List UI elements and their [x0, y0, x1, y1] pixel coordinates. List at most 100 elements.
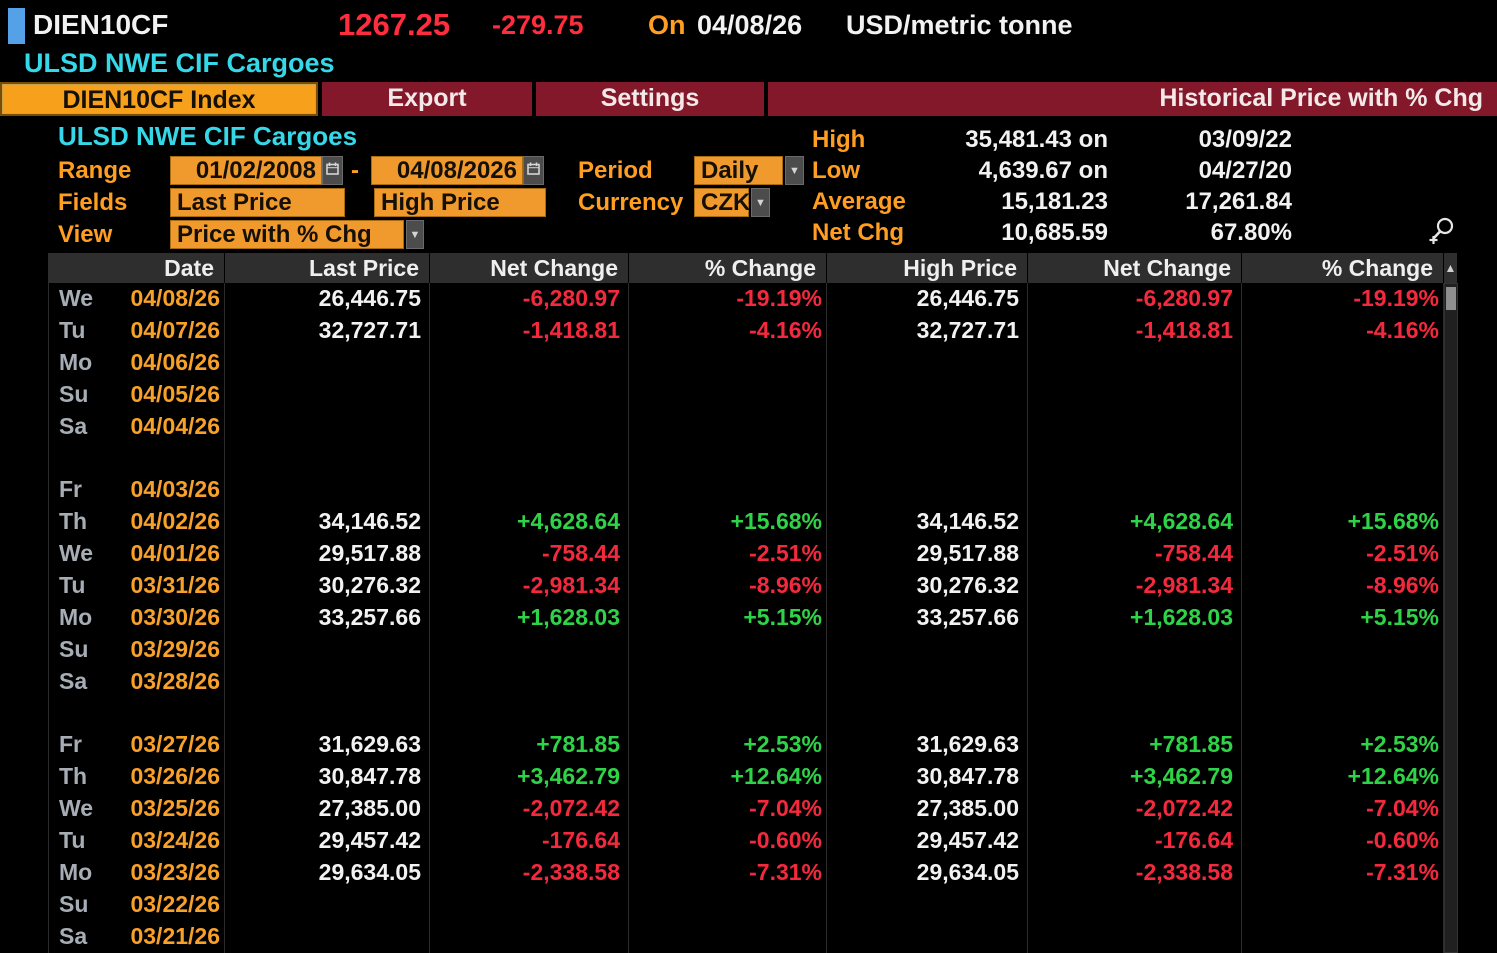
- pct-change-cell: [629, 346, 827, 379]
- last-price-cell: [225, 697, 430, 730]
- period-select[interactable]: Daily: [694, 156, 783, 185]
- pct-change-cell: [629, 888, 827, 921]
- date-cell: Su 03/22/26: [48, 888, 225, 921]
- tab-index[interactable]: DIEN10CF Index: [0, 82, 318, 116]
- vertical-scrollbar[interactable]: [1444, 283, 1458, 953]
- net-change-cell: [430, 378, 629, 411]
- table-row[interactable]: [48, 697, 1444, 730]
- table-row[interactable]: [48, 442, 1444, 475]
- high-pct-change-cell: +12.64%: [1242, 761, 1444, 794]
- chevron-down-icon: ▼: [755, 196, 766, 209]
- date-cell: Fr 04/03/26: [48, 474, 225, 507]
- table-row[interactable]: Sa 03/21/26: [48, 920, 1444, 953]
- pct-change-cell: +12.64%: [629, 761, 827, 794]
- tab-settings[interactable]: Settings: [536, 82, 764, 116]
- period-dropdown-button[interactable]: ▼: [785, 156, 804, 185]
- stat-value: 15,181.23: [1001, 188, 1108, 215]
- pct-change-cell: [629, 920, 827, 953]
- last-price-cell: 26,446.75: [225, 283, 430, 315]
- high-net-change-cell: [1028, 474, 1242, 507]
- range-start-input[interactable]: 01/02/2008: [170, 156, 322, 185]
- high-net-change-cell: +4,628.64: [1028, 506, 1242, 539]
- table-row[interactable]: Mo 03/30/26 33,257.66 +1,628.03 +5.15% 33…: [48, 601, 1444, 634]
- table-row[interactable]: Su 03/22/26: [48, 888, 1444, 921]
- tab-export[interactable]: Export: [322, 82, 532, 116]
- range-start-calendar-button[interactable]: [322, 156, 343, 185]
- column-header[interactable]: Last Price: [225, 253, 430, 283]
- column-header[interactable]: Date: [48, 253, 225, 283]
- sort-ascending-icon[interactable]: ▲: [1444, 253, 1458, 283]
- table-row[interactable]: Tu 03/31/26 30,276.32 -2,981.34 -8.96% 30…: [48, 570, 1444, 602]
- date-cell: Su 04/05/26: [48, 378, 225, 411]
- range-end-input[interactable]: 04/08/2026: [371, 156, 523, 185]
- table-row[interactable]: Su 03/29/26: [48, 633, 1444, 666]
- tab-historical-price[interactable]: Historical Price with % Chg: [768, 82, 1497, 116]
- last-price-cell: [225, 410, 430, 443]
- high-pct-change-cell: [1242, 442, 1444, 475]
- field1-input[interactable]: Last Price: [170, 188, 345, 217]
- view-dropdown-button[interactable]: ▼: [406, 220, 424, 249]
- currency-dropdown-button[interactable]: ▼: [751, 188, 770, 217]
- table-row[interactable]: Sa 03/28/26: [48, 665, 1444, 698]
- view-select[interactable]: Price with % Chg: [170, 220, 404, 249]
- date-cell: Su 03/29/26: [48, 633, 225, 666]
- table-row[interactable]: Th 04/02/26 34,146.52 +4,628.64 +15.68% 3…: [48, 506, 1444, 539]
- view-label: View: [58, 221, 113, 248]
- date-cell: We 04/01/26: [48, 538, 225, 571]
- high-price-cell: 34,146.52: [827, 506, 1028, 539]
- pct-change-cell: [629, 410, 827, 443]
- stat-extra: 17,261.84: [1185, 188, 1292, 215]
- table-row[interactable]: Tu 04/07/26 32,727.71 -1,418.81 -4.16% 32…: [48, 314, 1444, 347]
- last-price-cell: 31,629.63: [225, 729, 430, 762]
- column-header[interactable]: Net Change: [430, 253, 629, 283]
- high-net-change-cell: -2,981.34: [1028, 570, 1242, 602]
- table-row[interactable]: Mo 03/23/26 29,634.05 -2,338.58 -7.31% 29…: [48, 857, 1444, 889]
- net-change-cell: -6,280.97: [430, 283, 629, 315]
- table-row[interactable]: We 03/25/26 27,385.00 -2,072.42 -7.04% 27…: [48, 793, 1444, 826]
- last-price-cell: [225, 665, 430, 698]
- column-header[interactable]: High Price: [827, 253, 1028, 283]
- table-row[interactable]: We 04/08/26 26,446.75 -6,280.97 -19.19% 2…: [48, 283, 1444, 315]
- table-row[interactable]: Sa 04/04/26: [48, 410, 1444, 443]
- pct-change-cell: +5.15%: [629, 601, 827, 634]
- zoom-magnifier-icon[interactable]: [1425, 216, 1457, 248]
- high-net-change-cell: -6,280.97: [1028, 283, 1242, 315]
- net-change-cell: -758.44: [430, 538, 629, 571]
- table-row[interactable]: Mo 04/06/26: [48, 346, 1444, 379]
- table-row[interactable]: Su 04/05/26: [48, 378, 1444, 411]
- high-net-change-cell: [1028, 888, 1242, 921]
- table-row[interactable]: Fr 04/03/26: [48, 474, 1444, 507]
- chevron-down-icon: ▼: [789, 164, 800, 177]
- last-price-cell: 30,276.32: [225, 570, 430, 602]
- net-change-cell: -2,338.58: [430, 857, 629, 889]
- table-row[interactable]: We 04/01/26 29,517.88 -758.44 -2.51% 29,5…: [48, 538, 1444, 571]
- table-row[interactable]: Fr 03/27/26 31,629.63 +781.85 +2.53% 31,6…: [48, 729, 1444, 762]
- currency-select[interactable]: CZK: [694, 188, 750, 217]
- high-price-cell: 29,457.42: [827, 825, 1028, 858]
- last-price-cell: [225, 633, 430, 666]
- column-header[interactable]: Net Change: [1028, 253, 1242, 283]
- high-price-cell: 30,276.32: [827, 570, 1028, 602]
- column-header[interactable]: % Change: [629, 253, 827, 283]
- stat-label: Average: [812, 188, 906, 215]
- net-change-cell: [430, 633, 629, 666]
- date-cell: Mo 03/30/26: [48, 601, 225, 634]
- net-change-cell: -176.64: [430, 825, 629, 858]
- quote-bar: DIEN10CF 1267.25 -279.75 On 04/08/26 USD…: [0, 4, 1497, 46]
- pct-change-cell: -7.31%: [629, 857, 827, 889]
- pct-change-cell: -0.60%: [629, 825, 827, 858]
- field2-input[interactable]: High Price: [374, 188, 546, 217]
- scrollbar-thumb[interactable]: [1446, 287, 1456, 310]
- range-end-calendar-button[interactable]: [523, 156, 544, 185]
- pct-change-cell: -7.04%: [629, 793, 827, 826]
- high-net-change-cell: [1028, 410, 1242, 443]
- column-header[interactable]: % Change: [1242, 253, 1444, 283]
- table-row[interactable]: Tu 03/24/26 29,457.42 -176.64 -0.60% 29,4…: [48, 825, 1444, 858]
- fields-label: Fields: [58, 189, 128, 216]
- last-price-cell: [225, 920, 430, 953]
- table-row[interactable]: Th 03/26/26 30,847.78 +3,462.79 +12.64% 3…: [48, 761, 1444, 794]
- high-price-cell: [827, 665, 1028, 698]
- high-price-cell: 32,727.71: [827, 314, 1028, 347]
- high-price-cell: 27,385.00: [827, 793, 1028, 826]
